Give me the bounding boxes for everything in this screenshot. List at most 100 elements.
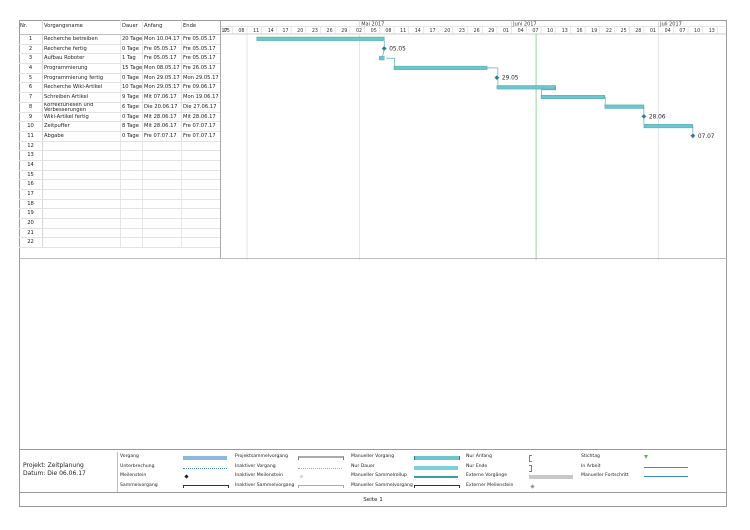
- table-row[interactable]: 11 Abgabe 0 Tage Fre 07.07.17 Fre 07.07.17: [19, 131, 221, 142]
- row-nr[interactable]: 21: [19, 228, 43, 238]
- row-end[interactable]: [182, 190, 221, 199]
- milestone-diamond[interactable]: [690, 133, 696, 139]
- row-duration[interactable]: 9 Tage: [121, 93, 143, 102]
- table-row[interactable]: 19: [19, 209, 221, 220]
- row-nr[interactable]: 18: [19, 199, 43, 209]
- row-start[interactable]: [143, 180, 182, 189]
- task-bar[interactable]: [393, 65, 488, 70]
- row-name[interactable]: [43, 170, 121, 180]
- row-end[interactable]: Fre 05.05.17: [183, 36, 216, 42]
- row-start[interactable]: [143, 238, 182, 248]
- row-start[interactable]: [143, 209, 182, 219]
- row-end[interactable]: [182, 219, 221, 228]
- row-end[interactable]: Fre 07.07.17: [183, 132, 216, 139]
- table-row[interactable]: 6 Recherche Wiki-Artikel 10 Tage Mon 29.05.…: [19, 83, 221, 94]
- row-name[interactable]: Programmierung fertig: [43, 73, 121, 83]
- row-end[interactable]: Fre 07.07.17: [183, 123, 216, 130]
- row-name[interactable]: Schreiben Artikel: [43, 93, 121, 102]
- row-nr[interactable]: 8: [19, 102, 43, 112]
- task-bar[interactable]: [643, 124, 694, 129]
- row-end[interactable]: [182, 229, 221, 238]
- row-start[interactable]: Mon 29.05.17: [143, 83, 182, 93]
- table-row[interactable]: 8 Korrekturlesen und Verbesserungen 6 Tage…: [19, 102, 221, 113]
- table-row[interactable]: 17: [19, 190, 221, 200]
- row-duration[interactable]: 1 Tag: [121, 54, 143, 64]
- row-start[interactable]: Fre 05.05.17: [143, 44, 182, 54]
- row-duration[interactable]: [121, 170, 143, 180]
- row-nr[interactable]: 15: [19, 170, 43, 180]
- row-start[interactable]: Mit 28.06.17: [143, 112, 182, 122]
- task-bar[interactable]: [256, 36, 385, 41]
- table-row[interactable]: 1 Recherche betreiben 20 Tage Mon 10.04.17 F…: [19, 35, 221, 45]
- header-duration[interactable]: Dauer: [121, 20, 143, 30]
- row-duration[interactable]: 0 Tage: [121, 131, 143, 141]
- row-start[interactable]: [143, 199, 182, 209]
- row-end[interactable]: Mit 28.06.17: [183, 113, 216, 120]
- table-row[interactable]: 20: [19, 219, 221, 229]
- table-row[interactable]: 13: [19, 151, 221, 161]
- row-name[interactable]: [43, 141, 121, 151]
- row-end[interactable]: [182, 151, 221, 160]
- row-start[interactable]: [143, 190, 182, 199]
- row-name[interactable]: [43, 190, 121, 199]
- task-bar[interactable]: [540, 94, 605, 99]
- row-nr[interactable]: 5: [19, 73, 43, 83]
- row-end[interactable]: [182, 142, 221, 151]
- row-end[interactable]: Fre 26.05.17: [183, 65, 216, 72]
- row-duration[interactable]: 0 Tage: [121, 44, 143, 54]
- milestone-diamond[interactable]: [494, 75, 500, 80]
- row-start[interactable]: [143, 228, 182, 238]
- row-nr[interactable]: 14: [19, 160, 43, 170]
- row-duration[interactable]: 0 Tage: [121, 112, 143, 122]
- table-row[interactable]: 10 Zeitpuffer 8 Tage Mit 28.06.17 Fre 07.07.…: [19, 122, 221, 132]
- row-start[interactable]: Mon 29.05.17: [143, 73, 182, 83]
- milestone-diamond[interactable]: [381, 46, 387, 51]
- row-end[interactable]: [182, 171, 221, 180]
- row-duration[interactable]: [121, 209, 143, 219]
- row-name[interactable]: Zeitpuffer: [43, 122, 121, 131]
- header-nr[interactable]: Nr.: [19, 20, 43, 30]
- row-duration[interactable]: [121, 199, 143, 209]
- row-name[interactable]: [43, 238, 121, 248]
- row-duration[interactable]: [121, 219, 143, 228]
- row-nr[interactable]: 4: [19, 64, 43, 73]
- table-row[interactable]: 14: [19, 160, 221, 171]
- row-start[interactable]: Mon 10.04.17: [143, 35, 182, 44]
- table-row[interactable]: 21: [19, 228, 221, 239]
- row-start[interactable]: [143, 141, 182, 151]
- table-row[interactable]: 12: [19, 141, 221, 152]
- row-name[interactable]: [43, 199, 121, 209]
- row-nr[interactable]: 9: [19, 112, 43, 122]
- row-nr[interactable]: 1: [19, 35, 43, 44]
- table-row[interactable]: 18: [19, 199, 221, 210]
- row-name[interactable]: Wiki-Artikel fertig: [43, 112, 121, 122]
- header-name[interactable]: Vorgangsname: [43, 20, 121, 30]
- row-name[interactable]: [43, 228, 121, 238]
- row-name[interactable]: [43, 219, 121, 228]
- row-duration[interactable]: 20 Tage: [122, 35, 143, 44]
- table-gantt-divider[interactable]: [220, 20, 221, 258]
- row-nr[interactable]: 7: [19, 93, 43, 102]
- table-row[interactable]: 9 Wiki-Artikel fertig 0 Tage Mit 28.06.17 Mi…: [19, 112, 221, 123]
- row-name[interactable]: [43, 160, 121, 170]
- row-nr[interactable]: 20: [19, 219, 43, 228]
- row-end[interactable]: Mon 29.05.17: [183, 74, 219, 81]
- row-name[interactable]: [43, 180, 121, 189]
- header-end[interactable]: Ende: [183, 23, 197, 29]
- row-nr[interactable]: 10: [19, 122, 43, 131]
- task-bar[interactable]: [604, 104, 645, 109]
- row-start[interactable]: [143, 170, 182, 180]
- row-start[interactable]: [143, 219, 182, 228]
- row-name[interactable]: Recherche betreiben: [43, 35, 121, 44]
- row-duration[interactable]: [121, 180, 143, 189]
- row-start[interactable]: [143, 151, 182, 160]
- row-name[interactable]: Recherche fertig: [43, 44, 121, 54]
- row-start[interactable]: Mit 28.06.17: [143, 122, 182, 131]
- row-duration[interactable]: 15 Tage: [122, 64, 143, 73]
- row-nr[interactable]: 6: [19, 83, 43, 93]
- row-duration[interactable]: [121, 190, 143, 199]
- row-end[interactable]: [182, 161, 221, 170]
- table-row[interactable]: 4 Programmierung 15 Tage Mon 08.05.17 Fre 26…: [19, 64, 221, 74]
- row-start[interactable]: [143, 160, 182, 170]
- row-start[interactable]: Die 20.06.17: [143, 102, 182, 112]
